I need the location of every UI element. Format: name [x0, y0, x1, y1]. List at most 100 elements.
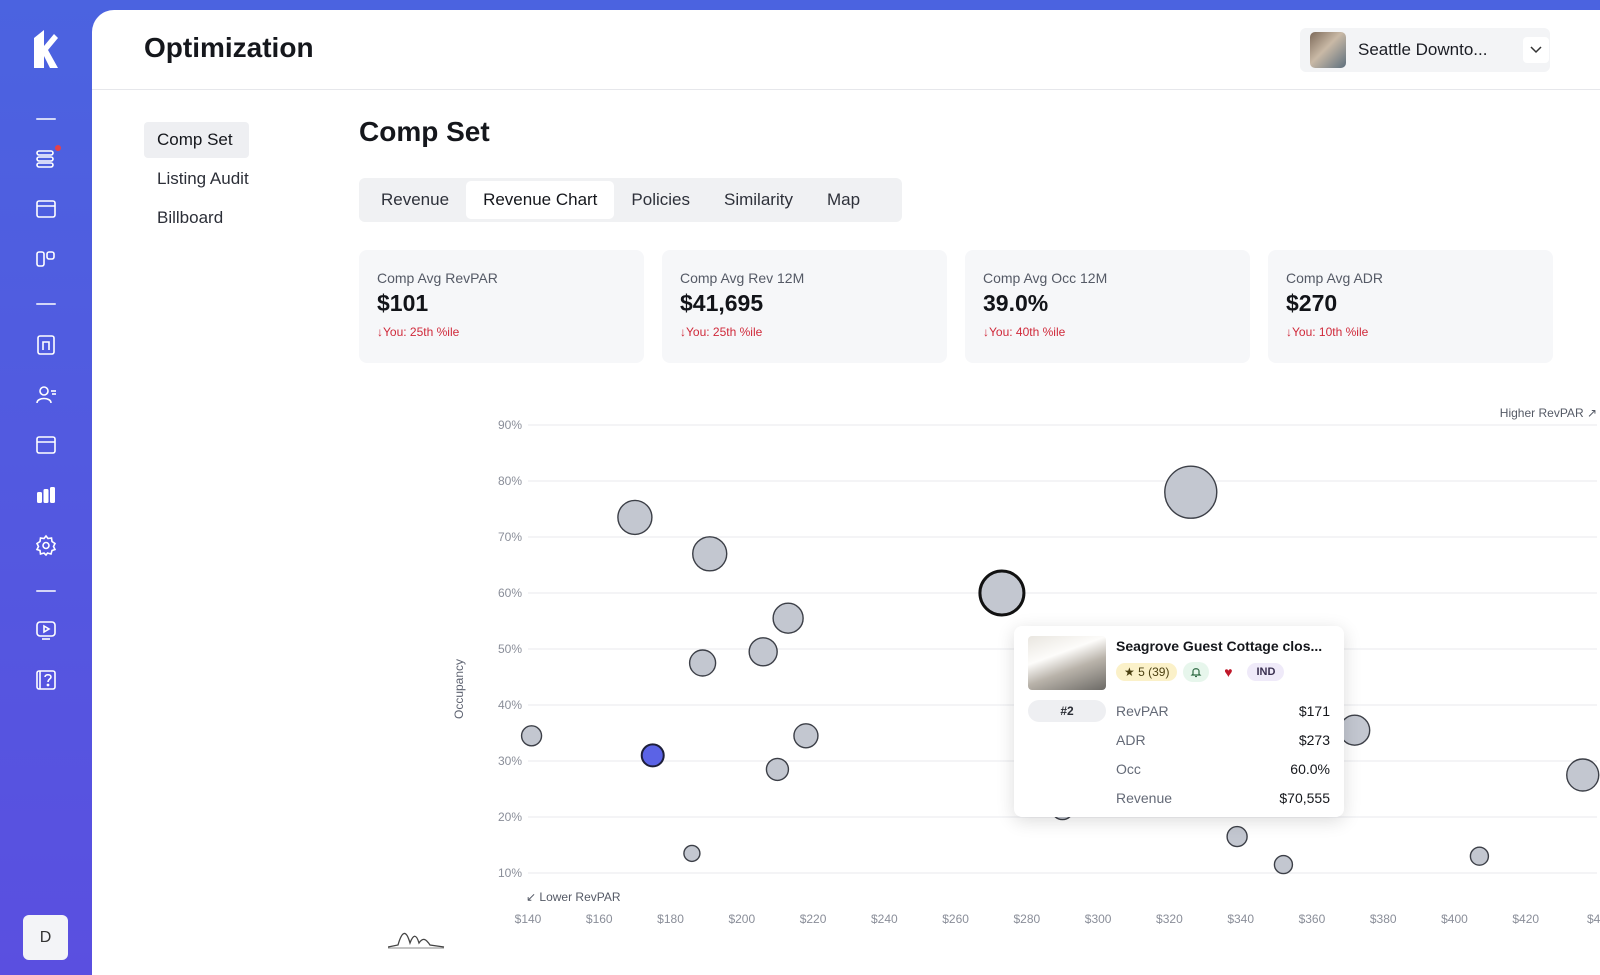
ind-badge: IND [1247, 663, 1285, 681]
y-tick-label: 70% [498, 530, 522, 544]
selected-bubble[interactable] [978, 569, 1026, 617]
kpi-value: $41,695 [680, 290, 764, 316]
guests-icon[interactable] [33, 382, 59, 408]
left-rail: D [0, 0, 92, 975]
comp-bubble[interactable] [617, 499, 653, 536]
chevron-down-icon[interactable] [1523, 37, 1549, 63]
bell-icon [1183, 662, 1210, 682]
kpi-label: Comp Avg RevPAR [377, 270, 498, 286]
y-axis-title: Occupancy [452, 659, 466, 719]
your-listing-bubble[interactable] [640, 743, 665, 768]
tab-bar: Revenue Revenue Chart Policies Similarit… [359, 178, 902, 222]
y-tick-label: 20% [498, 810, 522, 824]
main-panel: Optimization Seattle Downto... Comp Set … [92, 10, 1600, 975]
comp-bubble[interactable] [683, 844, 701, 863]
rating-badge: ★ 5 (39) [1116, 663, 1178, 681]
list-icon[interactable] [33, 145, 61, 172]
x-tick-label: $360 [1299, 912, 1326, 926]
help-icon[interactable] [33, 667, 59, 693]
x-tick-label: $380 [1370, 912, 1397, 926]
metric-row-revpar: RevPAR $171 [1116, 696, 1330, 725]
board-icon[interactable] [33, 246, 59, 272]
rail-divider [36, 590, 56, 592]
kpi-delta-text: You: 10th %ile [1292, 325, 1369, 339]
rank-badge: #2 [1028, 700, 1106, 722]
app-logo-icon[interactable] [30, 28, 62, 70]
metric-value: $70,555 [1279, 789, 1330, 806]
kpi-card-revenue: Comp Avg Rev 12M $41,695 ↓You: 25th %ile [662, 250, 947, 363]
section-title: Comp Set [359, 116, 490, 147]
kpi-delta: ↓You: 25th %ile [377, 325, 626, 339]
listing-metrics: RevPAR $171 ADR $273 Occ 60.0% Revenue $70,5… [1116, 696, 1330, 812]
analytics-icon[interactable] [33, 482, 59, 508]
kpi-label: Comp Avg Rev 12M [680, 270, 805, 286]
page-title: Optimization [144, 32, 314, 63]
calendar-icon[interactable] [33, 196, 59, 222]
tab-revenue[interactable]: Revenue [381, 190, 450, 209]
comp-bubble[interactable] [520, 725, 543, 747]
comp-bubble[interactable] [793, 723, 819, 749]
tab-similarity[interactable]: Similarity [724, 190, 793, 209]
kpi-value: $101 [377, 290, 429, 316]
subnav-item-comp-set[interactable]: Comp Set [144, 122, 249, 158]
property-selector[interactable]: Seattle Downto... [1300, 28, 1550, 72]
metric-label: Occ [1116, 760, 1141, 777]
comp-bubble[interactable] [1273, 854, 1294, 875]
x-tick-label: $160 [586, 912, 613, 926]
comp-bubble[interactable] [1164, 465, 1218, 519]
user-avatar[interactable]: D [23, 915, 68, 960]
metric-label: Revenue [1116, 789, 1173, 806]
y-tick-label: 30% [498, 754, 522, 768]
comp-bubble[interactable] [1338, 714, 1371, 746]
x-tick-label: $180 [657, 912, 684, 926]
y-tick-label: 50% [498, 642, 522, 656]
metric-value: 60.0% [1290, 760, 1330, 777]
x-tick-label: $200 [728, 912, 755, 926]
comp-bubble[interactable] [692, 536, 728, 572]
metric-value: $273 [1298, 731, 1330, 748]
rail-divider [36, 118, 56, 120]
top-bar: Optimization Seattle Downto... [92, 10, 1600, 90]
kpi-delta-text: You: 25th %ile [383, 325, 460, 339]
x-tick-label: $240 [871, 912, 898, 926]
comp-bubble[interactable] [688, 649, 717, 677]
comp-bubble[interactable] [772, 602, 804, 634]
listing-name: Seagrove Guest Cottage clos... [1116, 638, 1323, 654]
x-tick-label: $340 [1227, 912, 1254, 926]
x-tick-label: $260 [942, 912, 969, 926]
subnav-item-listing-audit[interactable]: Listing Audit [157, 169, 249, 188]
chart-svg: 10% 20% 30% 40% 50% 60% 70% 80% 90% $140 $160 $180 $… [452, 406, 1600, 926]
x-tick-label: $400 [1441, 912, 1468, 926]
x-tick-label: $44 [1587, 912, 1600, 926]
window-icon[interactable] [33, 432, 59, 458]
comp-bubble[interactable] [765, 757, 790, 782]
kpi-value: 39.0% [983, 290, 1049, 316]
listing-tooltip: Seagrove Guest Cottage clos... ★ 5 (39) … [1014, 626, 1344, 817]
subnav-item-billboard[interactable]: Billboard [157, 208, 224, 227]
x-tick-label: $300 [1085, 912, 1112, 926]
settings-gear-icon[interactable] [33, 532, 59, 558]
metric-row-occ: Occ 60.0% [1116, 754, 1330, 783]
comp-bubble[interactable] [1226, 825, 1248, 848]
y-tick-label: 40% [498, 698, 522, 712]
tab-policies[interactable]: Policies [631, 190, 690, 209]
lower-revpar-label: ↙ Lower RevPAR [526, 890, 621, 904]
arrow-down-icon: ↓ [983, 325, 989, 339]
comp-bubble[interactable] [1566, 758, 1600, 792]
x-tick-label: $320 [1156, 912, 1183, 926]
listing-badges: ★ 5 (39) ♥ IND [1116, 662, 1285, 682]
metric-row-adr: ADR $273 [1116, 725, 1330, 754]
revpar-bubble-chart: 10% 20% 30% 40% 50% 60% 70% 80% 90% $140 $160 $180 $… [352, 395, 1600, 970]
distribution-sparkline-icon[interactable] [387, 925, 448, 954]
comp-bubble[interactable] [1469, 846, 1490, 866]
tab-revenue-chart[interactable]: Revenue Chart [466, 181, 615, 219]
tab-map[interactable]: Map [826, 190, 861, 209]
x-tick-label: $220 [800, 912, 827, 926]
kpi-value: $270 [1286, 290, 1338, 316]
comp-bubble[interactable] [748, 637, 778, 667]
listing-thumbnail [1028, 636, 1106, 690]
sub-navigation: Comp Set Listing Audit Billboard [144, 122, 262, 239]
document-icon[interactable] [33, 332, 59, 358]
kpi-label: Comp Avg ADR [1286, 270, 1384, 286]
video-tutorial-icon[interactable] [33, 617, 59, 643]
